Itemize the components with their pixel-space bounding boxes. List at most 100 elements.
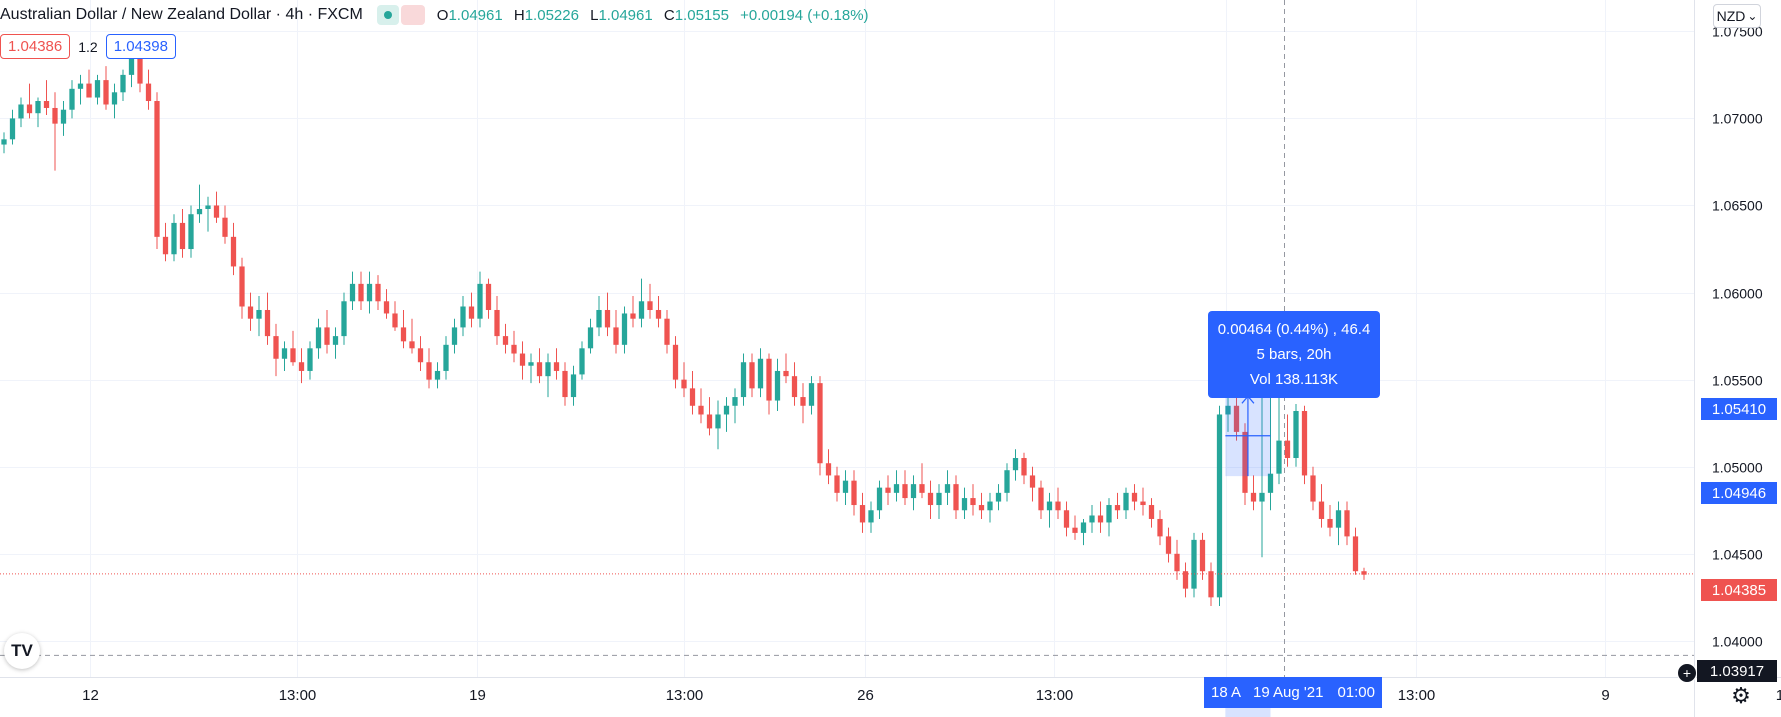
candle: [349, 271, 356, 310]
candle-body: [1318, 501, 1325, 519]
candle-body: [825, 463, 832, 476]
candle-body: [783, 370, 789, 377]
candle-body: [1148, 505, 1155, 519]
candle-body: [162, 236, 169, 255]
open-label: O: [436, 6, 449, 24]
candle-body: [570, 374, 577, 398]
candle-body: [1293, 410, 1299, 459]
candle-body: [9, 118, 16, 140]
candle-body: [851, 480, 857, 506]
candle-body: [1276, 440, 1282, 474]
candle-body: [502, 336, 509, 345]
candle-body: [800, 397, 806, 406]
candle-body: [1310, 475, 1316, 502]
candle-body: [511, 344, 517, 354]
candle-body: [1114, 505, 1121, 511]
candle: [817, 376, 823, 476]
candle: [162, 222, 169, 262]
candle: [698, 388, 704, 424]
candle-body: [256, 309, 262, 319]
candle-body: [1259, 492, 1265, 502]
candle-body: [919, 484, 925, 493]
candle-body: [400, 327, 407, 342]
candle-body: [154, 101, 160, 237]
candle: [1276, 393, 1282, 485]
candle: [689, 370, 696, 415]
candle-body: [205, 205, 211, 209]
candle: [205, 196, 211, 232]
candle: [179, 208, 186, 258]
tradingview-logo[interactable]: TV: [4, 633, 40, 669]
candle-body: [1165, 536, 1172, 554]
change-value: +0.00194 (+0.18%): [740, 6, 869, 24]
candle: [808, 376, 815, 415]
candle: [1114, 492, 1121, 519]
candle-body: [60, 109, 67, 124]
currency-selector[interactable]: NZD ⌄: [1713, 4, 1761, 28]
candle-body: [885, 487, 891, 493]
candle-body: [655, 309, 662, 319]
candle: [332, 327, 339, 359]
candle-body: [1089, 515, 1095, 523]
candle-body: [69, 88, 75, 110]
candle-body: [1335, 510, 1342, 528]
candle-body: [672, 344, 679, 380]
candle-body: [179, 222, 186, 250]
candle: [460, 296, 466, 337]
candle-body: [1301, 410, 1308, 476]
candle-body: [1191, 539, 1197, 589]
candle-body: [995, 492, 1002, 502]
price-axis: 1.075001.070001.065001.060001.055001.050…: [1694, 0, 1781, 717]
candle: [273, 323, 279, 377]
candle: [1055, 487, 1061, 519]
last-price-tag: 1.04385: [1701, 579, 1777, 601]
gear-icon[interactable]: ⚙: [1731, 683, 1751, 708]
candle-body: [519, 353, 526, 366]
candle: [1267, 397, 1274, 511]
candle: [1318, 484, 1325, 528]
candle: [1, 132, 7, 154]
candle: [910, 475, 917, 511]
market-open-indicator[interactable]: [376, 5, 399, 25]
candle: [536, 348, 543, 384]
candle-body: [970, 498, 976, 506]
measure-bars: 5 bars, 20h: [1256, 346, 1332, 363]
candle-body: [749, 362, 755, 389]
candle: [1021, 452, 1027, 485]
candle: [1327, 505, 1333, 537]
candle: [740, 353, 747, 406]
candle: [43, 80, 50, 115]
candle-body: [1038, 487, 1044, 511]
symbol-title[interactable]: Australian Dollar / New Zealand Dollar ·…: [0, 6, 363, 23]
candle-body: [647, 301, 653, 310]
candle: [978, 492, 985, 519]
add-alert-plus-icon[interactable]: +: [1677, 663, 1697, 683]
data-delay-indicator[interactable]: [400, 5, 425, 25]
measure-bottom-price-tag: 1.04946: [1701, 482, 1777, 504]
price-tick-label: 1.06500: [1712, 198, 1763, 214]
candle-body: [536, 362, 543, 377]
status-indicators[interactable]: [376, 5, 427, 25]
time-tick-label: 13:00: [1776, 687, 1781, 704]
candle: [69, 80, 75, 119]
candle: [1157, 510, 1163, 546]
candle: [1029, 466, 1036, 502]
candle-body: [1327, 518, 1333, 528]
candle-body: [409, 341, 415, 349]
high-label: H: [513, 6, 525, 24]
buy-price-button[interactable]: 1.04398: [105, 34, 176, 59]
price-tick-label: 1.05000: [1712, 460, 1763, 476]
time-tick-label: 19: [469, 687, 486, 704]
candle: [919, 463, 925, 499]
candle-body: [689, 388, 696, 406]
candle-body: [247, 306, 254, 319]
candle: [902, 470, 908, 506]
sell-price-button[interactable]: 1.04386: [0, 34, 71, 59]
market-open-icon: [383, 11, 392, 19]
candle-body: [893, 484, 900, 493]
candle-body: [315, 327, 322, 349]
candle: [1361, 567, 1367, 580]
candle: [647, 283, 653, 319]
candle: [570, 365, 577, 406]
